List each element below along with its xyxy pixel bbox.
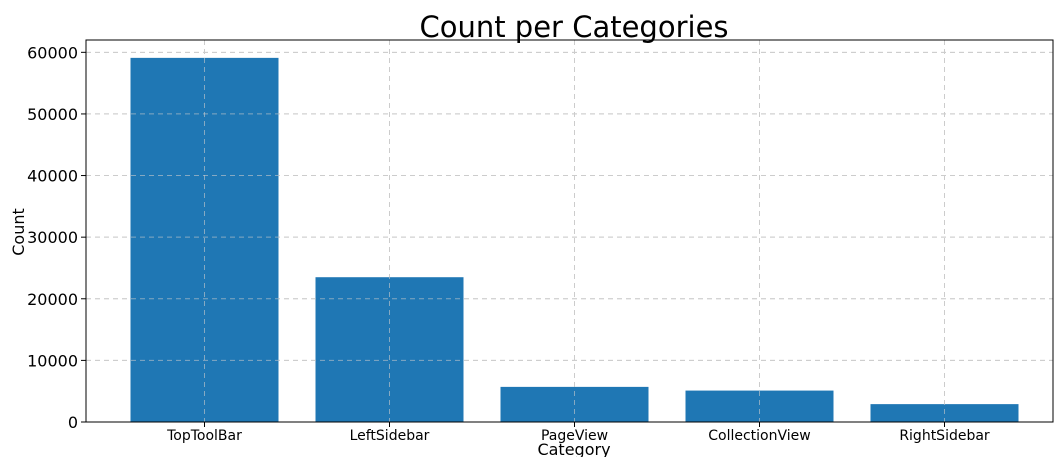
y-axis-label: Count xyxy=(9,208,28,256)
x-axis-label: Category xyxy=(537,440,610,457)
y-tick-label: 40000 xyxy=(27,167,78,186)
y-tick-label: 50000 xyxy=(27,105,78,124)
y-tick-label: 10000 xyxy=(27,351,78,370)
x-tick-label: LeftSidebar xyxy=(350,428,430,444)
y-tick-label: 20000 xyxy=(27,290,78,309)
x-tick-label: PageView xyxy=(541,428,608,444)
y-tick-label: 60000 xyxy=(27,43,78,62)
plot-frame xyxy=(85,39,1054,423)
bars xyxy=(86,40,1053,423)
x-tick-label: RightSidebar xyxy=(899,428,990,444)
tick-labels: 0 10000 20000 30000 40000 50000 60000 TopToolBa… xyxy=(27,43,990,444)
y-tick-label: 0 xyxy=(68,413,78,432)
axes xyxy=(81,39,1054,427)
y-tick-label: 30000 xyxy=(27,228,78,247)
x-tick-label: CollectionView xyxy=(708,428,810,444)
x-tick-label: TopToolBar xyxy=(166,428,242,444)
chart-title: Count per Categories xyxy=(419,10,728,44)
